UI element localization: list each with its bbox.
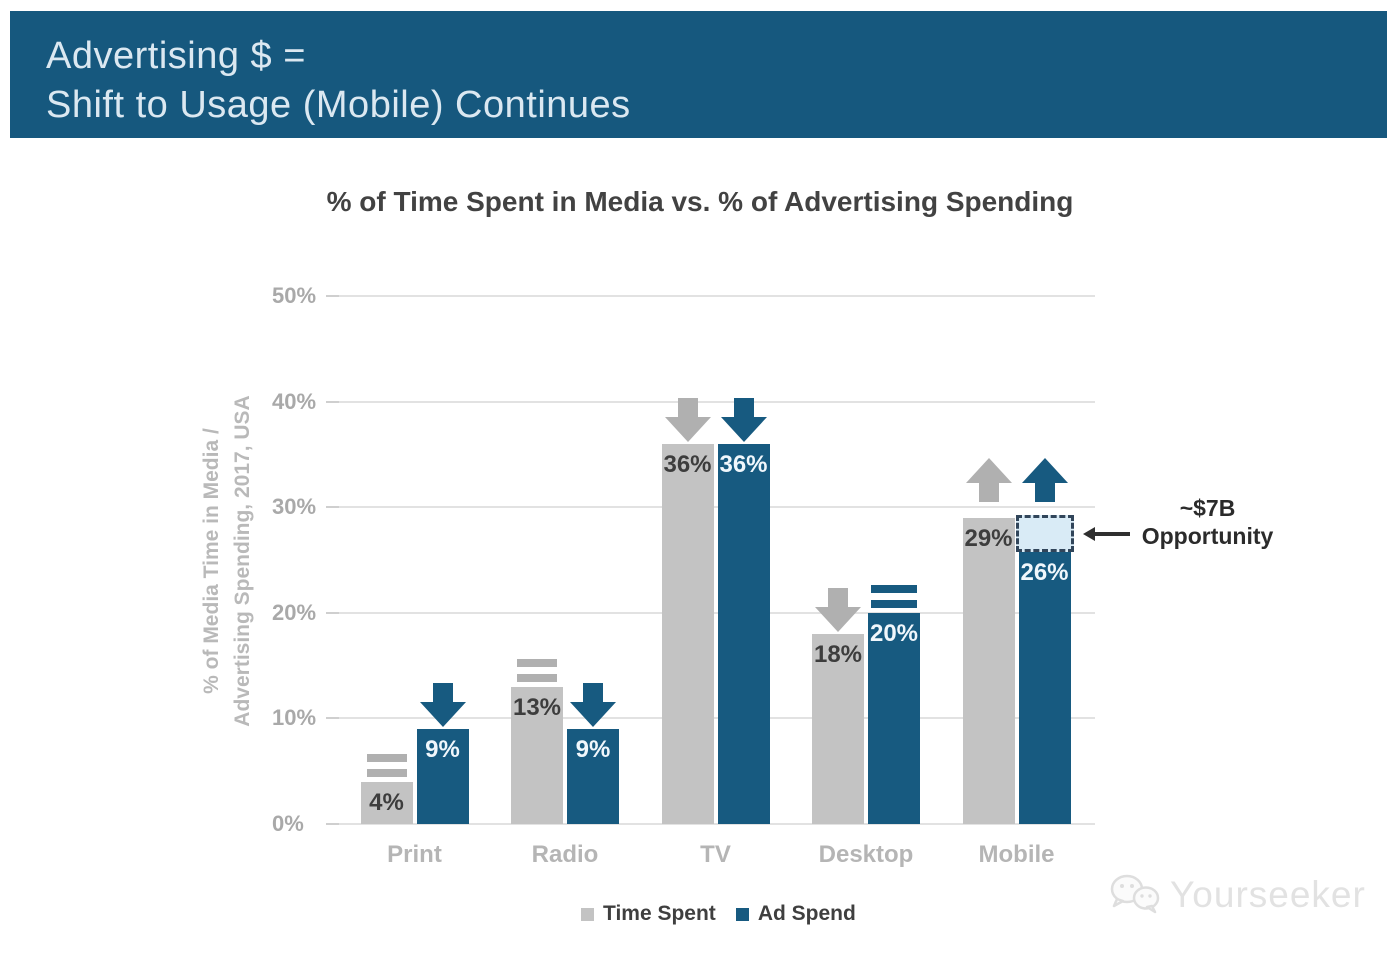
bar-value-time-spent-desktop: 18% <box>813 640 863 668</box>
category-label-tv: TV <box>700 841 731 868</box>
bar-value-time-spent-mobile: 29% <box>964 524 1013 552</box>
trend-down-arrow-time-spent-desktop-icon <box>815 587 861 637</box>
trend-down-arrow-ad-spend-print-icon <box>419 682 466 732</box>
gridline-10% <box>338 717 1095 720</box>
trend-down-arrow-time-spent-tv-icon <box>664 397 711 447</box>
bar-ad-spend-tv <box>717 443 770 824</box>
trend-flat-equals-time-spent-radio <box>517 658 557 667</box>
annotation-arrow-shaft <box>1093 531 1130 536</box>
category-label-radio: Radio <box>531 841 599 868</box>
y-tick-50% <box>326 295 339 297</box>
bar-value-ad-spend-desktop: 20% <box>869 619 919 647</box>
slide-header: Advertising $ = Shift to Usage (Mobile) … <box>10 11 1387 138</box>
watermark: Yourseeker <box>1108 872 1366 918</box>
annotation-label: ~$7B Opportunity <box>1133 494 1283 550</box>
legend-item-ad-spend: Ad Spend <box>735 902 856 926</box>
y-tick-40% <box>326 400 339 403</box>
y-tick-0% <box>326 823 339 825</box>
bar-ad-spend-desktop <box>868 612 920 824</box>
bar-time-spent-radio <box>511 686 563 824</box>
bar-value-ad-spend-tv: 36% <box>719 450 768 478</box>
trend-up-arrow-time-spent-mobile-icon <box>965 457 1012 507</box>
gridline-50% <box>338 295 1095 297</box>
time-spent-swatch-icon <box>581 907 594 921</box>
trend-up-arrow-ad-spend-mobile-icon <box>1021 457 1068 507</box>
bar-value-time-spent-print: 4% <box>369 788 404 816</box>
y-tick-label-40%: 40% <box>272 388 317 414</box>
bar-value-ad-spend-radio: 9% <box>575 735 611 763</box>
trend-flat-equals-ad-spend-desktop <box>871 599 917 608</box>
category-label-print: Print <box>387 841 442 868</box>
bar-value-time-spent-tv: 36% <box>663 450 712 478</box>
bar-time-spent-tv <box>661 443 714 824</box>
y-tick-30% <box>326 506 339 509</box>
y-tick-20% <box>326 611 339 614</box>
bar-value-ad-spend-mobile: 26% <box>1020 559 1069 587</box>
trend-down-arrow-ad-spend-radio-icon <box>570 682 616 732</box>
y-tick-label-50%: 50% <box>272 283 317 308</box>
legend-label-ad-spend: Ad Spend <box>757 902 856 925</box>
chat-bubbles-icon <box>1110 874 1160 914</box>
y-tick-label-20%: 20% <box>272 599 317 625</box>
y-tick-label-10%: 10% <box>272 705 317 731</box>
chart-title: % of Time Spent in Media vs. % of Advert… <box>326 186 1074 217</box>
opportunity-box <box>1015 514 1074 553</box>
legend-label-time-spent: Time Spent <box>603 902 716 925</box>
bar-ad-spend-mobile <box>1018 549 1071 824</box>
bar-value-time-spent-radio: 13% <box>512 693 562 721</box>
gridline-30% <box>338 506 1095 509</box>
ad-spend-swatch-icon <box>735 907 749 921</box>
y-tick-label-30%: 30% <box>272 494 317 520</box>
trend-down-arrow-ad-spend-tv-icon <box>720 397 767 447</box>
bar-ad-spend-print <box>416 728 469 824</box>
gridline-20% <box>338 611 1095 614</box>
y-tick-label-0%: 0% <box>272 811 304 836</box>
bar-time-spent-mobile <box>962 517 1015 824</box>
slide-header-line1: Advertising $ = <box>46 35 306 77</box>
slide-header-line2: Shift to Usage (Mobile) Continues <box>46 84 631 126</box>
bar-time-spent-desktop <box>812 633 864 824</box>
legend-item-time-spent: Time Spent <box>581 902 716 926</box>
category-label-mobile: Mobile <box>978 841 1055 868</box>
trend-flat-equals-time-spent-radio <box>517 673 557 682</box>
gridline-0% <box>338 823 1095 825</box>
trend-flat-equals-ad-spend-desktop <box>871 584 917 593</box>
category-label-desktop: Desktop <box>818 841 914 868</box>
annotation-arrow-icon <box>1082 526 1095 541</box>
trend-flat-equals-time-spent-print <box>366 768 407 777</box>
bar-time-spent-print <box>360 781 413 824</box>
annotation-label-line2: Opportunity <box>1141 522 1274 549</box>
annotation-label-line1: ~$7B <box>1179 494 1236 521</box>
y-tick-10% <box>326 717 339 720</box>
bar-ad-spend-radio <box>567 728 619 824</box>
trend-flat-equals-time-spent-print <box>366 753 407 762</box>
legend: Time Spent Ad Spend <box>581 902 856 926</box>
bar-value-ad-spend-print: 9% <box>425 735 460 763</box>
gridline-40% <box>338 400 1095 403</box>
watermark-text: Yourseeker <box>1170 874 1366 915</box>
